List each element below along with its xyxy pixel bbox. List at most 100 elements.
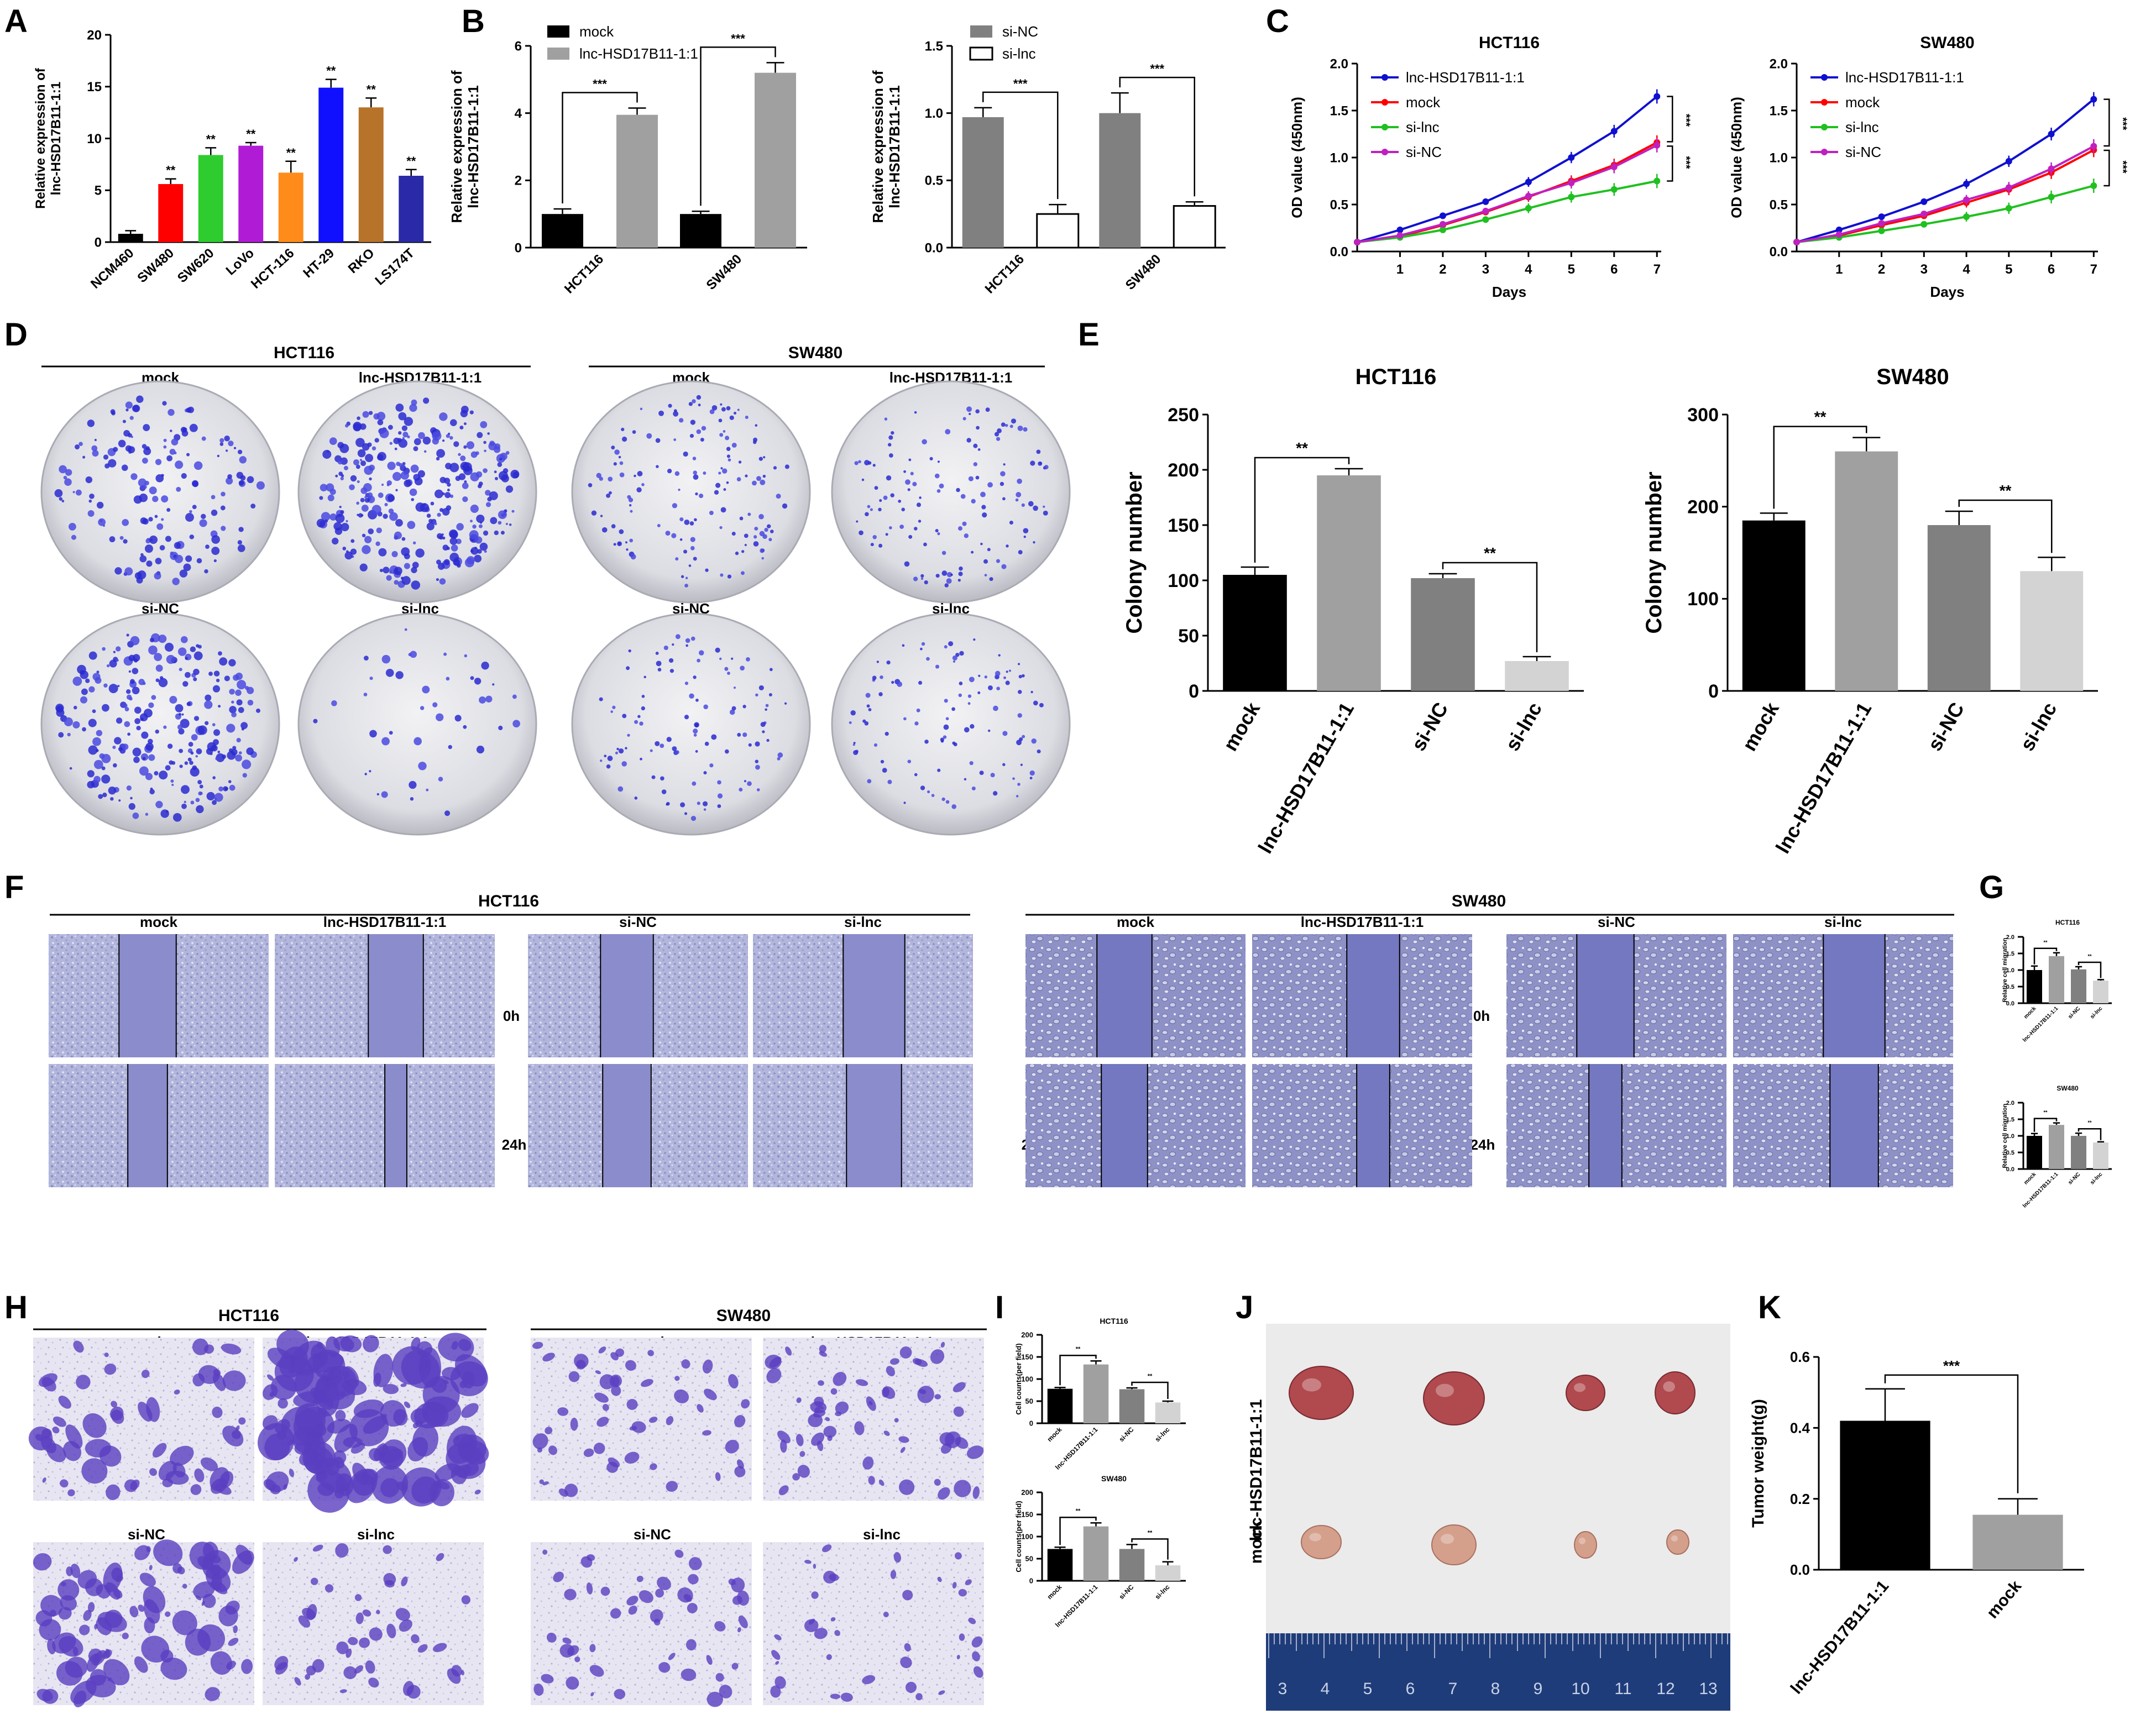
colony-1-3-100 bbox=[1022, 735, 1025, 738]
transwell-cell-1-0-38 bbox=[185, 1628, 211, 1656]
wound-gap-1-4 bbox=[1101, 1064, 1148, 1187]
colony-0-0-99 bbox=[181, 473, 187, 479]
chart-I2-sig-0 bbox=[1059, 1516, 1097, 1545]
transwell-cell-1-1-31 bbox=[336, 1641, 349, 1654]
colony-0-3-70 bbox=[1000, 471, 1006, 476]
colony-1-0-88 bbox=[127, 732, 130, 736]
colony-1-3-28 bbox=[996, 686, 1000, 691]
colony-1-0-225 bbox=[196, 748, 202, 754]
colony-0-1-212 bbox=[379, 569, 383, 573]
colony-1-3-75 bbox=[993, 705, 998, 711]
colony-1-0-210 bbox=[88, 651, 97, 660]
transwell-cell-0-0-53 bbox=[190, 1484, 202, 1495]
transwell-cell-1-2-35 bbox=[567, 1645, 579, 1656]
colony-1-1-34 bbox=[369, 770, 371, 773]
colony-0-0-151 bbox=[236, 471, 244, 479]
colony-0-0-105 bbox=[162, 401, 167, 406]
transwell-cell-0-2-53 bbox=[715, 1472, 721, 1481]
colony-1-0-199 bbox=[155, 729, 159, 734]
chart-I2-ytick-label-2: 100 bbox=[1021, 1533, 1033, 1541]
colony-0-2-51 bbox=[745, 415, 749, 420]
chart-A-ylabel-0: Relative expression of bbox=[33, 67, 48, 209]
panel-letter-k: K bbox=[1758, 1290, 1781, 1325]
colony-0-1-221 bbox=[470, 451, 478, 458]
colony-0-1-43 bbox=[329, 513, 337, 521]
colony-1-3-92 bbox=[853, 742, 856, 745]
colony-1-1-9 bbox=[381, 791, 388, 798]
panel-f-row-24h-left: 24h bbox=[502, 1136, 527, 1153]
colony-0-2-91 bbox=[630, 554, 636, 560]
colony-1-3-74 bbox=[973, 638, 976, 641]
colony-1-2-52 bbox=[697, 658, 700, 663]
chart-C2-legend-label-0: lnc-HSD17B11-1:1 bbox=[1845, 69, 1964, 86]
colony-0-0-88 bbox=[250, 504, 256, 509]
colony-0-2-29 bbox=[683, 549, 688, 554]
colony-0-1-182 bbox=[449, 463, 459, 473]
colony-0-0-30 bbox=[79, 442, 83, 447]
colony-1-0-143 bbox=[229, 689, 235, 695]
wound-gap-0-6 bbox=[1577, 934, 1634, 1057]
transwell-cell-1-2-33 bbox=[653, 1618, 661, 1626]
colony-0-2-118 bbox=[728, 458, 731, 462]
colony-dish-1-1 bbox=[297, 612, 537, 836]
chart-E2-ytick-label-1: 100 bbox=[1687, 589, 1719, 610]
colony-0-3-83 bbox=[884, 417, 888, 421]
colony-0-1-116 bbox=[411, 580, 421, 590]
transwell-cell-0-2-11 bbox=[674, 1389, 689, 1403]
colony-1-0-115 bbox=[175, 704, 184, 712]
colony-1-0-32 bbox=[73, 705, 77, 710]
colony-0-0-83 bbox=[217, 454, 220, 458]
chart-C1-legend-label-0: lnc-HSD17B11-1:1 bbox=[1406, 69, 1525, 86]
colony-1-0-154 bbox=[167, 743, 173, 749]
colony-1-3-32 bbox=[882, 768, 887, 773]
chart-I1-bar-1 bbox=[1083, 1364, 1109, 1423]
colony-0-2-119 bbox=[646, 433, 652, 439]
colony-0-1-147 bbox=[346, 520, 348, 522]
transwell-cell-0-0-1 bbox=[65, 1424, 83, 1449]
wound-image-0-3 bbox=[753, 934, 973, 1057]
colony-0-3-93 bbox=[996, 559, 1001, 563]
wound-image-1-7 bbox=[1733, 1064, 1953, 1187]
colony-dish-plate-1-2 bbox=[571, 612, 811, 836]
colony-1-0-206 bbox=[108, 684, 118, 694]
colony-0-3-43 bbox=[1016, 492, 1022, 497]
transwell-cell-0-3-27 bbox=[855, 1379, 868, 1386]
transwell-cell-0-3-6 bbox=[899, 1346, 912, 1359]
transwell-cell-1-1-15 bbox=[325, 1584, 334, 1593]
colony-0-2-5 bbox=[733, 411, 737, 415]
colony-0-0-65 bbox=[163, 445, 167, 449]
colony-1-0-209 bbox=[204, 700, 213, 709]
colony-0-2-13 bbox=[723, 430, 726, 433]
colony-0-1-138 bbox=[423, 450, 427, 453]
ruler-number-3: 6 bbox=[1406, 1680, 1415, 1698]
chart-C2-ytick-label-1: 0.5 bbox=[1770, 197, 1788, 212]
transwell-cell-1-1-9 bbox=[348, 1637, 358, 1645]
colony-1-0-31 bbox=[112, 745, 116, 749]
colony-1-3-62 bbox=[948, 641, 954, 647]
wound-gap-0-2 bbox=[600, 934, 653, 1057]
colony-0-1-9 bbox=[462, 496, 468, 502]
transwell-cell-1-2-46 bbox=[738, 1615, 748, 1628]
colony-0-0-139 bbox=[163, 438, 167, 442]
transwell-cell-1-0-80 bbox=[61, 1581, 66, 1587]
chart-I1-ytick-label-1: 50 bbox=[1025, 1397, 1033, 1406]
colony-1-3-109 bbox=[978, 674, 981, 677]
chart-E2-cat-0: mock bbox=[1738, 698, 1783, 755]
colony-1-2-94 bbox=[660, 776, 664, 781]
colony-0-1-164 bbox=[344, 424, 349, 428]
transwell-cell-0-0-38 bbox=[165, 1470, 189, 1485]
chart-C1-point-3-1 bbox=[1396, 232, 1404, 239]
tumor-highlight-1-1 bbox=[1441, 1534, 1454, 1544]
chart-A-ylabel-1: lnc-HSD17B11-1:1 bbox=[49, 82, 64, 195]
colony-1-0-133 bbox=[132, 668, 139, 674]
colony-1-1-3 bbox=[414, 737, 422, 746]
colony-1-0-49 bbox=[229, 784, 236, 791]
colony-1-2-50 bbox=[719, 657, 722, 661]
colony-1-0-82 bbox=[235, 689, 242, 696]
colony-1-0-159 bbox=[80, 696, 88, 704]
colony-0-1-196 bbox=[344, 551, 353, 560]
colony-1-0-54 bbox=[247, 699, 254, 706]
colony-0-0-137 bbox=[136, 576, 143, 584]
chart-E1-ytick-label-5: 250 bbox=[1168, 405, 1199, 426]
colony-1-3-15 bbox=[943, 735, 947, 739]
